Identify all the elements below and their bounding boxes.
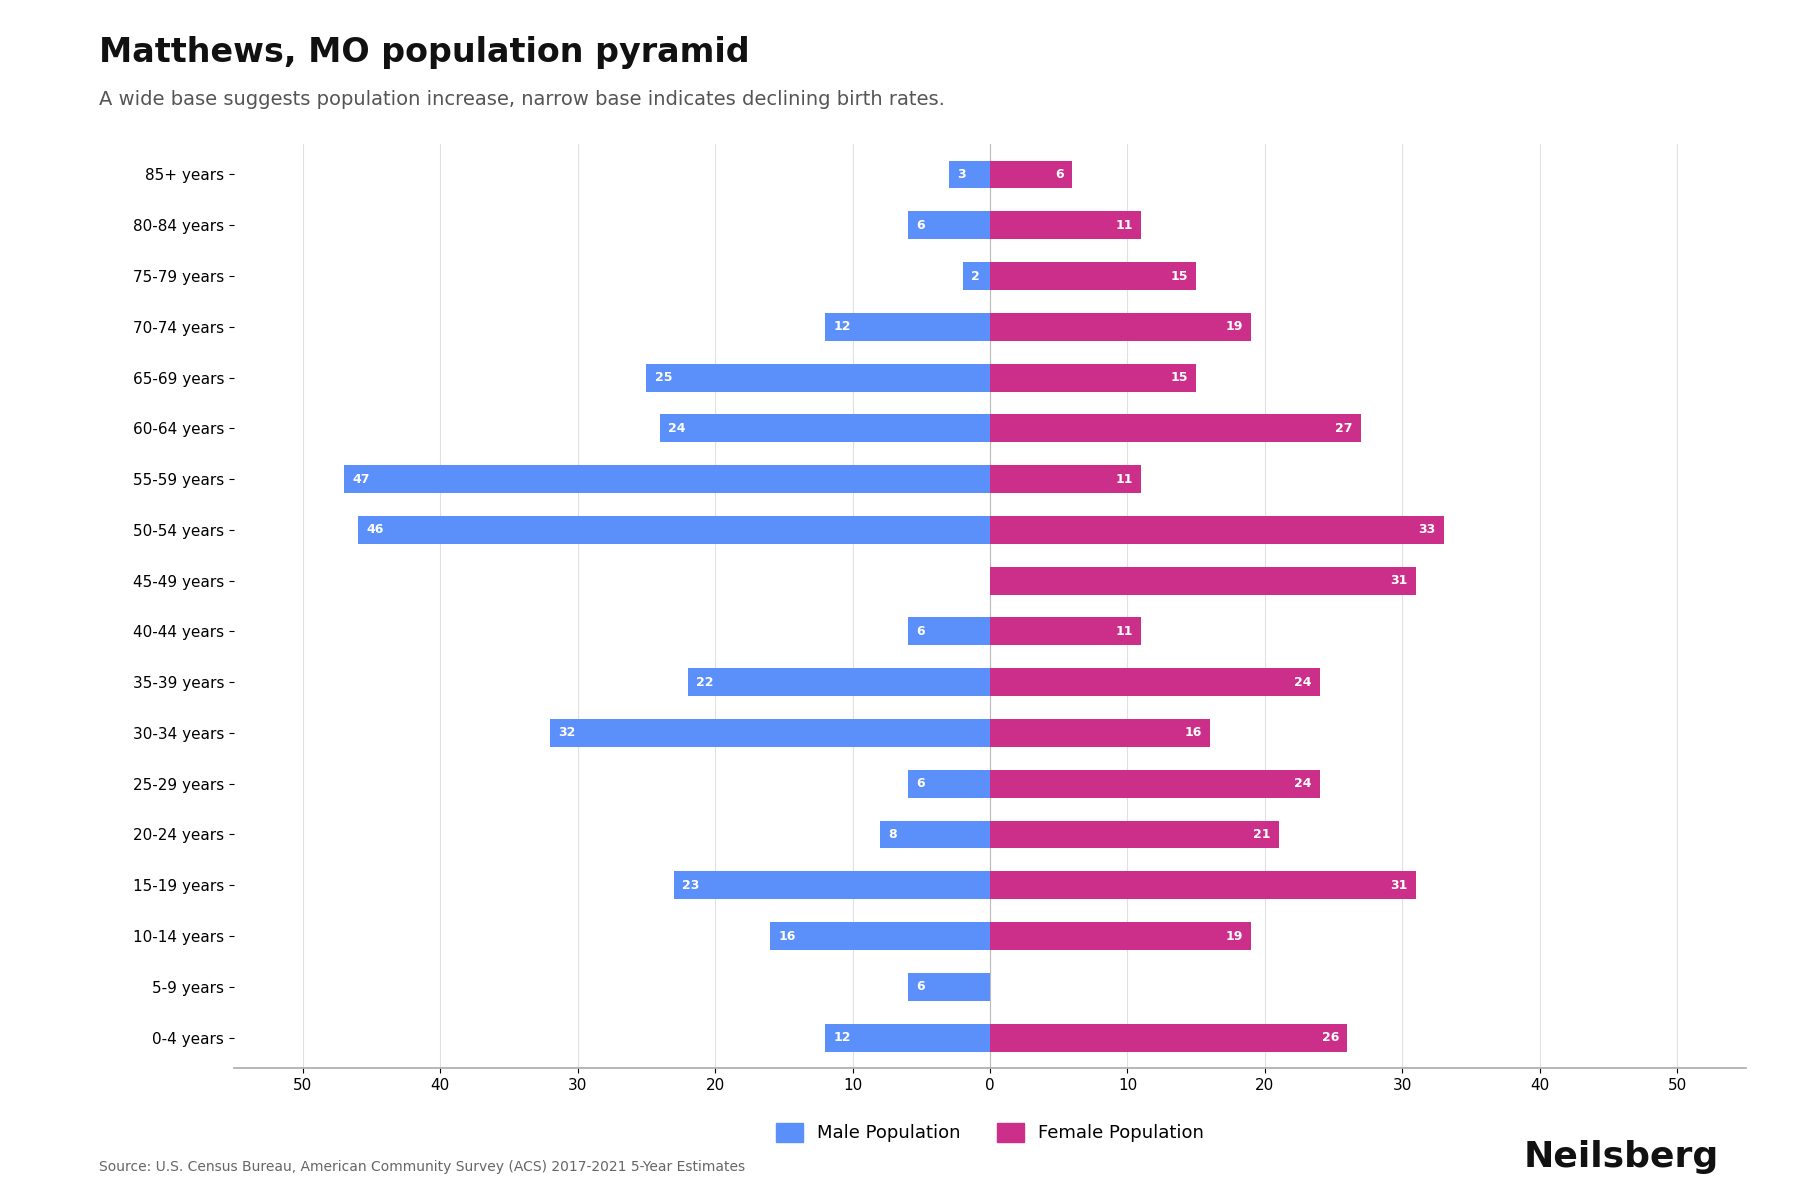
Bar	[990, 466, 1141, 493]
Text: 25: 25	[655, 371, 671, 384]
Text: 16: 16	[778, 930, 796, 942]
Text: 12: 12	[833, 320, 851, 334]
Bar	[990, 566, 1417, 594]
Bar	[990, 922, 1251, 950]
Text: 6: 6	[916, 980, 925, 994]
Bar	[990, 719, 1210, 746]
Bar	[824, 313, 990, 341]
Bar	[990, 871, 1417, 899]
Bar	[990, 668, 1319, 696]
Text: 46: 46	[365, 523, 383, 536]
Bar	[824, 1024, 990, 1051]
Bar	[646, 364, 990, 391]
Text: Source: U.S. Census Bureau, American Community Survey (ACS) 2017-2021 5-Year Est: Source: U.S. Census Bureau, American Com…	[99, 1159, 745, 1174]
Text: 11: 11	[1116, 625, 1132, 638]
Text: 23: 23	[682, 878, 700, 892]
Text: 16: 16	[1184, 726, 1202, 739]
Bar	[990, 1024, 1348, 1051]
Text: 6: 6	[916, 218, 925, 232]
Legend: Male Population, Female Population: Male Population, Female Population	[767, 1114, 1213, 1151]
Bar	[770, 922, 990, 950]
Text: 12: 12	[833, 1031, 851, 1044]
Bar	[661, 414, 990, 443]
Bar	[990, 364, 1197, 391]
Bar	[880, 821, 990, 848]
Text: 19: 19	[1226, 930, 1244, 942]
Bar	[990, 618, 1141, 646]
Bar	[963, 262, 990, 290]
Text: 15: 15	[1170, 371, 1188, 384]
Text: 19: 19	[1226, 320, 1244, 334]
Text: 3: 3	[958, 168, 965, 181]
Bar	[990, 821, 1278, 848]
Bar	[990, 516, 1444, 544]
Text: 27: 27	[1336, 422, 1354, 434]
Text: 21: 21	[1253, 828, 1271, 841]
Bar	[907, 973, 990, 1001]
Bar	[990, 414, 1361, 443]
Bar	[990, 262, 1197, 290]
Text: 15: 15	[1170, 270, 1188, 282]
Bar	[990, 313, 1251, 341]
Text: 6: 6	[1055, 168, 1064, 181]
Text: 6: 6	[916, 778, 925, 790]
Text: 11: 11	[1116, 218, 1132, 232]
Text: 22: 22	[697, 676, 713, 689]
Text: 33: 33	[1418, 523, 1435, 536]
Bar	[344, 466, 990, 493]
Text: A wide base suggests population increase, narrow base indicates declining birth : A wide base suggests population increase…	[99, 90, 945, 109]
Text: 31: 31	[1390, 878, 1408, 892]
Text: 24: 24	[668, 422, 686, 434]
Text: Matthews, MO population pyramid: Matthews, MO population pyramid	[99, 36, 749, 68]
Text: 24: 24	[1294, 676, 1312, 689]
Text: Neilsberg: Neilsberg	[1525, 1140, 1719, 1174]
Bar	[358, 516, 990, 544]
Bar	[907, 211, 990, 239]
Bar	[551, 719, 990, 746]
Text: 32: 32	[558, 726, 576, 739]
Bar	[907, 618, 990, 646]
Bar	[673, 871, 990, 899]
Text: 11: 11	[1116, 473, 1132, 486]
Text: 6: 6	[916, 625, 925, 638]
Text: 24: 24	[1294, 778, 1312, 790]
Text: 2: 2	[970, 270, 979, 282]
Text: 26: 26	[1321, 1031, 1339, 1044]
Bar	[949, 161, 990, 188]
Bar	[688, 668, 990, 696]
Bar	[907, 769, 990, 798]
Text: 31: 31	[1390, 574, 1408, 587]
Text: 8: 8	[887, 828, 896, 841]
Bar	[990, 769, 1319, 798]
Text: 47: 47	[353, 473, 369, 486]
Bar	[990, 161, 1073, 188]
Bar	[990, 211, 1141, 239]
